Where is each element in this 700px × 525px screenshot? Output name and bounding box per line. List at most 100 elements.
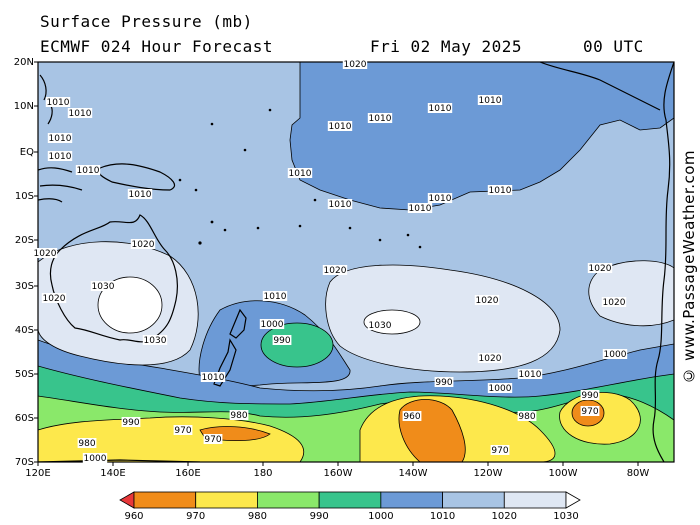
isobar-label-bg [173, 425, 193, 435]
isobar-label: 1010 [264, 292, 287, 302]
isobar-label: 1010 [202, 373, 225, 383]
isobar-label-bg [259, 319, 285, 329]
island-dot [256, 226, 260, 230]
island-dot [418, 245, 422, 249]
legend-arrow-low [119, 491, 135, 509]
new-zealand-south [213, 338, 237, 387]
isobar-label: 1020 [324, 266, 347, 276]
antarctica-edge [38, 459, 201, 462]
isobar-label-bg [407, 203, 433, 213]
latitude-axis: 20N 10N EQ 10S 20S 30S 40S 50S 60S 70S [14, 57, 38, 468]
isobar-label: 990 [122, 418, 139, 428]
isobar-label: 1010 [409, 204, 432, 214]
longitude-label: 120W [474, 468, 503, 479]
isobar-label-bg [262, 291, 288, 301]
isobar-label-bg [77, 438, 97, 448]
south-america-coast [652, 62, 674, 462]
island-dot [298, 224, 302, 228]
isobar-label-bg [67, 108, 93, 118]
isobar-label-bg [90, 281, 116, 291]
isobar-label-bg [203, 434, 223, 444]
band-1000-1010-north [289, 62, 674, 211]
legend-value: 960 [124, 511, 143, 522]
island-dot [210, 122, 214, 126]
latitude-label: 10N [14, 101, 34, 112]
low-core-nz [260, 322, 334, 368]
isobar-label-bg [127, 189, 153, 199]
isobar-label: 1000 [261, 320, 284, 330]
isobar-label-bg [200, 372, 226, 382]
legend-swatch [195, 491, 258, 509]
isobar-label: 990 [435, 378, 452, 388]
island-dot [243, 148, 247, 152]
isobar-label: 1010 [49, 152, 72, 162]
legend-swatch [442, 491, 505, 509]
australia-outline [49, 214, 178, 343]
latitude-label: 60S [15, 413, 34, 424]
isobar-label: 1010 [329, 122, 352, 132]
isobar-label-bg [322, 265, 348, 275]
latitude-label: 30S [15, 281, 34, 292]
isobar-label-bg [427, 103, 453, 113]
isobar-label: 1020 [589, 264, 612, 274]
isobar-label: 1020 [132, 240, 155, 250]
island-dot [268, 108, 272, 112]
model-run-label: ECMWF 024 Hour Forecast [40, 37, 274, 56]
isobar-label: 1030 [144, 336, 167, 346]
isobar-label: 1010 [489, 186, 512, 196]
legend-swatch [380, 491, 443, 509]
isobar-label-bg [580, 406, 600, 416]
isobar-label: 970 [204, 435, 221, 445]
isobar-label-bg [587, 263, 613, 273]
isobar-label: 1000 [604, 350, 627, 360]
isobar-label-bg [477, 353, 503, 363]
isobar-label: 1010 [369, 114, 392, 124]
isobar-label-bg [367, 320, 393, 330]
isobar-label: 1030 [92, 282, 115, 292]
forecast-date: Fri 02 May 2025 [370, 37, 522, 56]
legend-swatch [318, 491, 382, 509]
island-dot [178, 178, 182, 182]
isobar-label-bg [367, 113, 393, 123]
isobar-label-bg [287, 168, 313, 178]
legend-swatch [503, 491, 567, 509]
isobar-label-bg [41, 293, 67, 303]
pressure-field [38, 62, 674, 462]
island-dot [223, 228, 227, 232]
isobar-label: 1010 [329, 200, 352, 210]
legend-value: 980 [248, 511, 267, 522]
isobar-label-bg [47, 133, 73, 143]
isobar-label-bg [434, 377, 454, 387]
islands [178, 108, 422, 249]
isobar-label-bg [342, 59, 368, 69]
legend-swatch [133, 491, 197, 509]
isobar-label-bg [121, 417, 141, 427]
isobar-label: 1000 [84, 454, 107, 464]
isobar-labels: 1020 1010 1010 1010 1010 1010 1010 1010 1010 1010… [32, 59, 628, 464]
isobar-label: 1010 [77, 166, 100, 176]
band-1020-1030-east [588, 260, 674, 327]
isobar-label: 1010 [129, 190, 152, 200]
latitude-label: 70S [15, 457, 34, 468]
isobar-label: 1020 [43, 294, 66, 304]
isobar-label: 1010 [69, 109, 92, 119]
isobar-label: 1010 [289, 169, 312, 179]
isobar-label-bg [487, 383, 513, 393]
pressure-legend: 960 970 980 990 1000 1010 1020 1030 [119, 491, 581, 522]
legend-value: 1000 [368, 511, 393, 522]
legend-swatch [257, 491, 320, 509]
isobar-label-bg [601, 297, 627, 307]
isobar-label-bg [402, 411, 422, 421]
isobar-label-bg [75, 165, 101, 175]
island-dot [313, 198, 317, 202]
forecast-time: 00 UTC [583, 37, 644, 56]
longitude-label: 140W [399, 468, 428, 479]
isobar-label: 980 [78, 439, 95, 449]
longitude-axis: 120E 140E 160E 180 160W 140W 120W 100W 80W [25, 462, 649, 479]
latitude-label: 20N [14, 57, 34, 68]
coastlines [38, 62, 674, 462]
isobar-label-bg [517, 369, 543, 379]
longitude-label: 100W [549, 468, 578, 479]
legend-value: 1010 [430, 511, 455, 522]
island-dot [210, 220, 214, 224]
